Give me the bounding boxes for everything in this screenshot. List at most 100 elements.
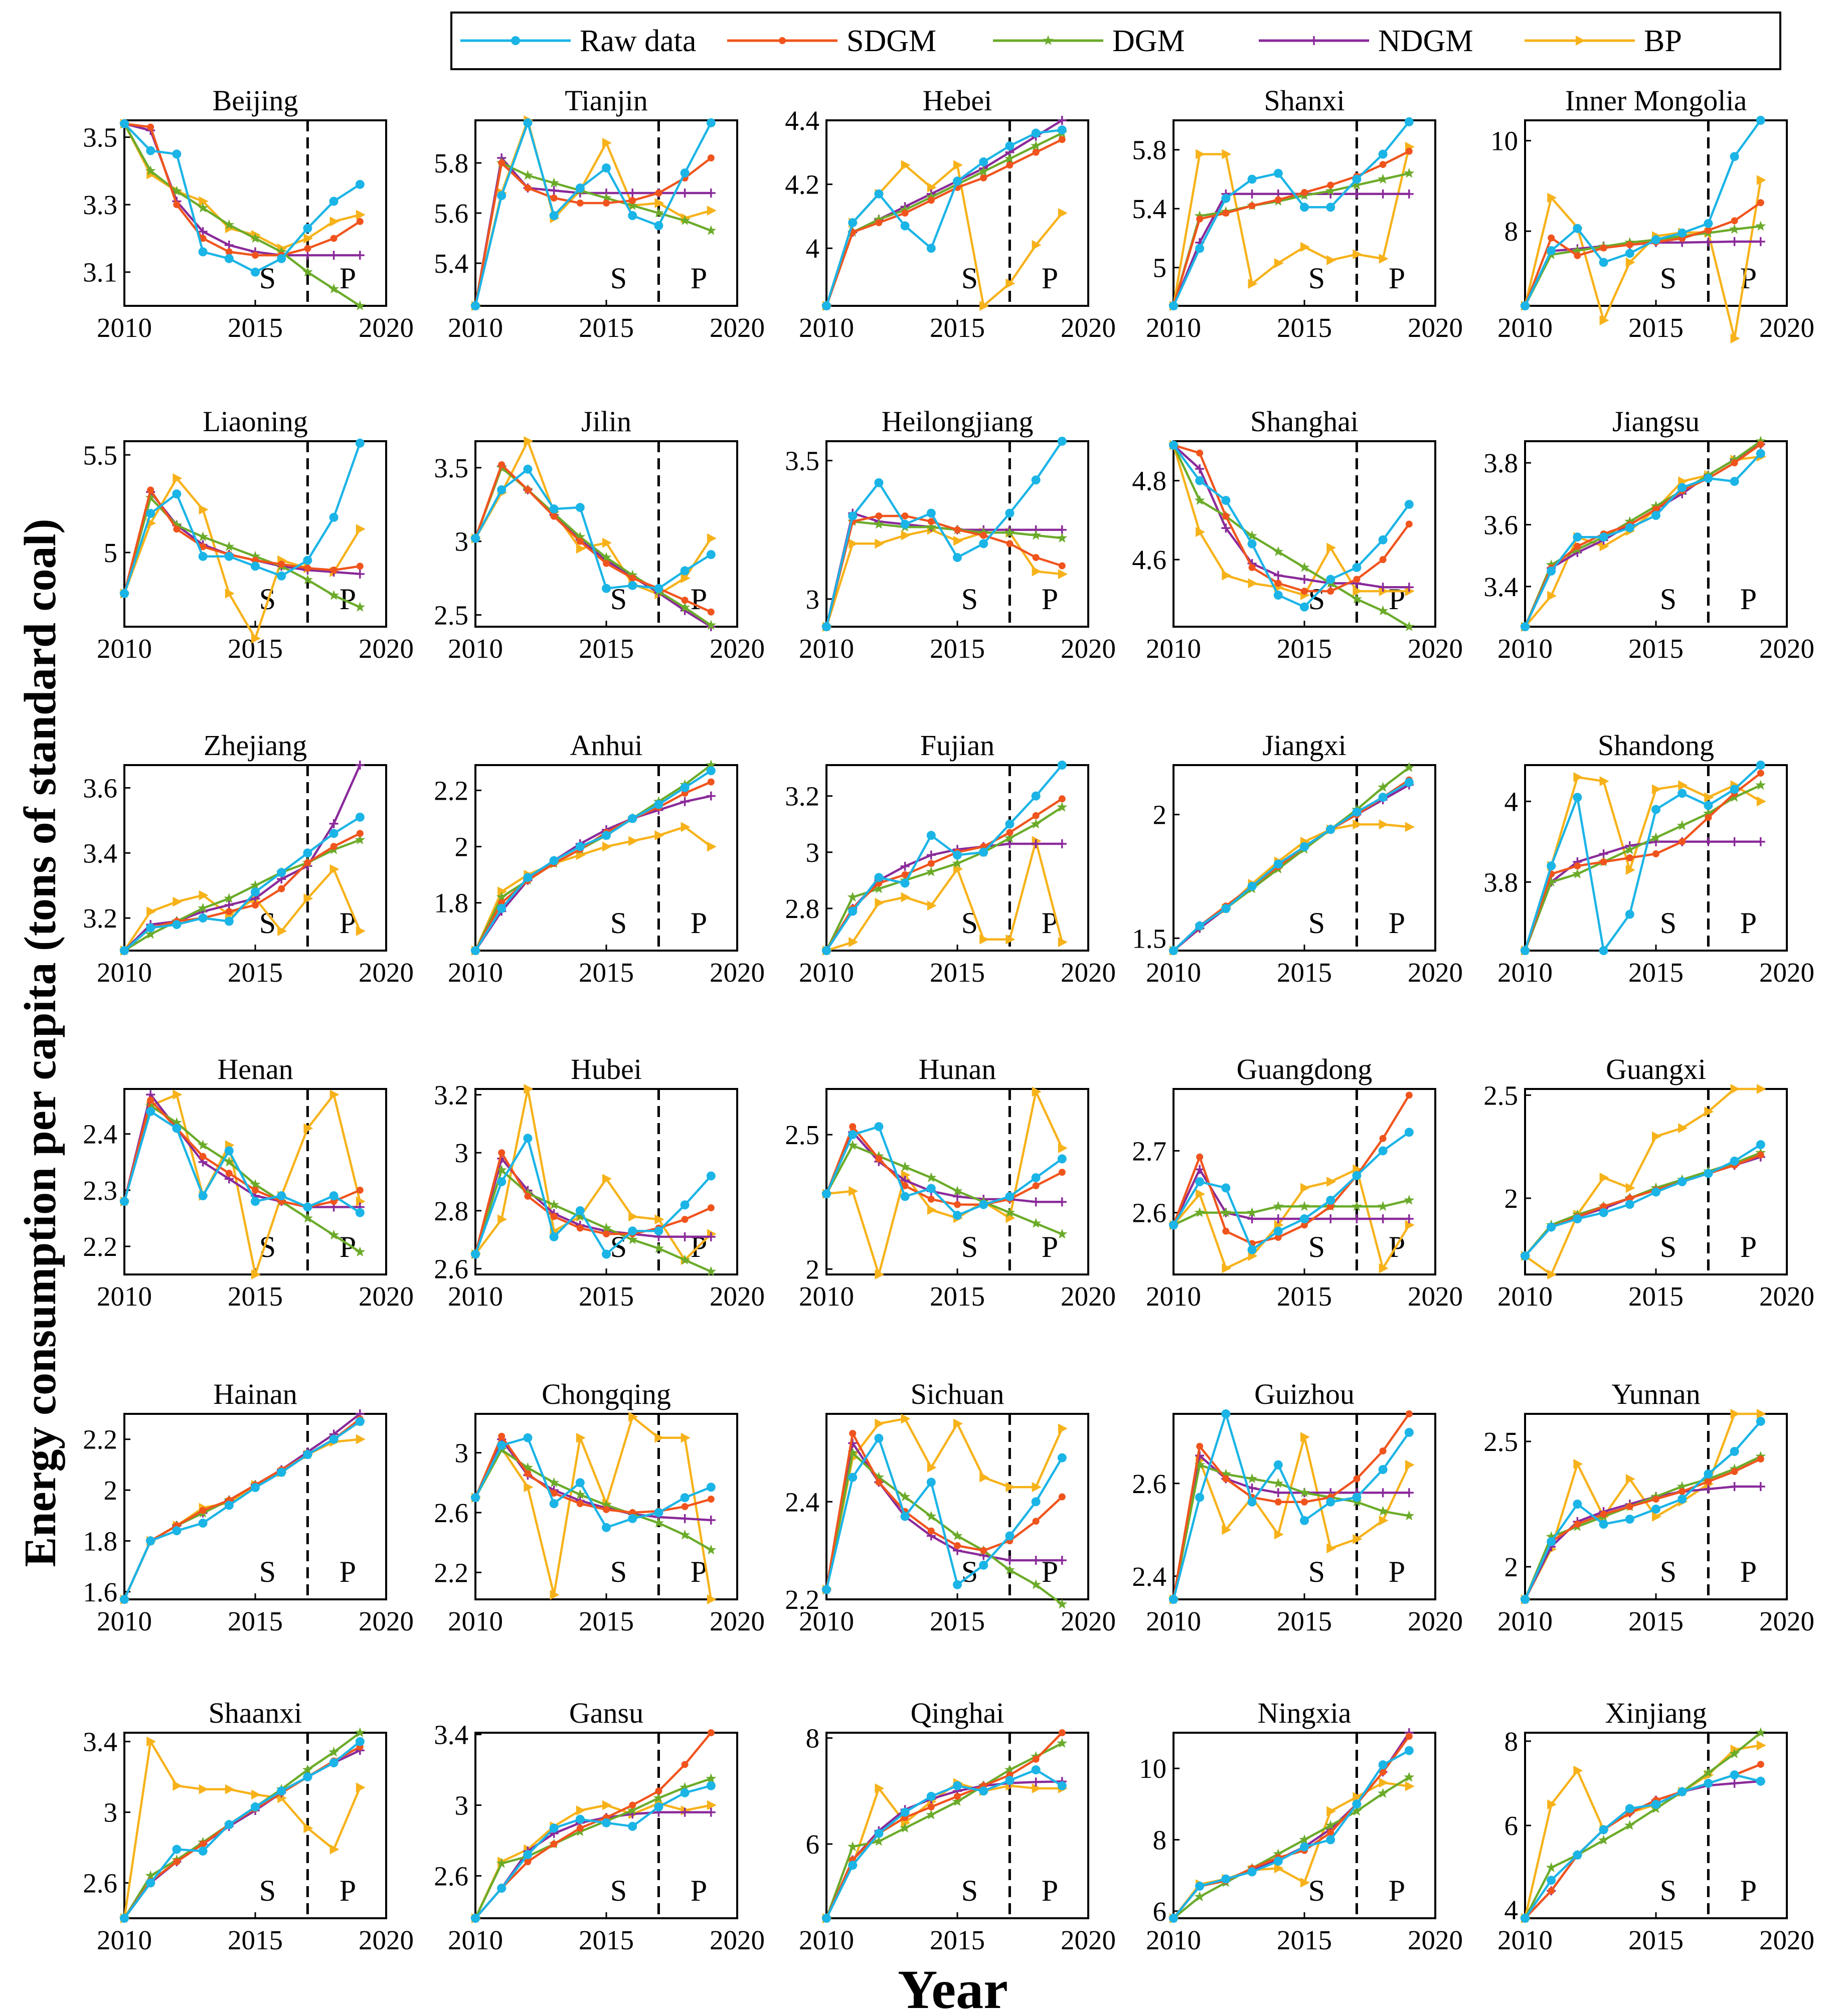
data-point-raw: [1221, 1874, 1231, 1884]
y-tick-label: 3.6: [1483, 510, 1518, 540]
data-point-raw: [1005, 819, 1015, 829]
series-line-ndgm: [825, 1442, 1062, 1590]
data-point-raw: [1573, 224, 1582, 233]
data-point-sdgm: [1574, 252, 1581, 259]
data-point-dgm: [706, 620, 717, 630]
segment-label: S: [1660, 1555, 1677, 1588]
series-line-dgm: [123, 839, 361, 952]
series-line-dgm: [1173, 1199, 1410, 1226]
series-line-raw: [825, 1125, 1063, 1217]
panel-frame: [474, 440, 738, 628]
x-tick-label: 2020: [1408, 957, 1463, 988]
data-point-bp: [576, 1805, 586, 1816]
data-point-bp: [1756, 1740, 1766, 1751]
data-point-raw: [654, 584, 663, 593]
series-line-dgm: [474, 1448, 712, 1551]
data-point-sdgm: [707, 608, 715, 616]
y-axis-title: Energy consumption per capita (tons of s…: [16, 519, 65, 1567]
data-point-raw: [953, 1580, 962, 1589]
data-point-sdgm: [1301, 1221, 1308, 1229]
data-point-bp: [1196, 1189, 1206, 1199]
y-tick-label: 3.1: [83, 257, 117, 288]
data-point-raw: [1195, 476, 1205, 485]
data-point-raw: [1625, 1200, 1634, 1209]
data-point-sdgm: [901, 512, 909, 520]
data-point-dgm: [680, 1254, 691, 1264]
data-point-sdgm: [875, 512, 883, 520]
panel-title: Zhejiang: [204, 729, 307, 762]
data-point-sdgm: [927, 1803, 935, 1810]
data-point-sdgm: [1626, 854, 1633, 861]
data-point-sdgm: [1679, 838, 1686, 845]
panel-beijing: Beijing 2010 2015 2020 3.1 3.3 3.5 S P: [83, 84, 414, 343]
data-point-raw: [523, 1134, 533, 1143]
data-point-sdgm: [1058, 562, 1066, 570]
series-line-bp: [826, 840, 1063, 952]
series-line-ndgm: [474, 795, 712, 952]
data-point-raw: [874, 189, 884, 199]
data-point-sdgm: [1274, 1498, 1282, 1506]
x-tick-label: 2010: [1497, 1925, 1553, 1955]
data-point-raw: [120, 119, 129, 128]
x-tick-label: 2015: [1628, 1606, 1684, 1636]
data-point-bp: [550, 1590, 560, 1600]
data-point-dgm: [952, 1530, 963, 1541]
data-point-sdgm: [550, 512, 558, 520]
data-point-bp: [602, 537, 612, 548]
data-point-raw: [900, 1192, 910, 1201]
data-point-raw: [953, 553, 962, 562]
data-point-raw: [979, 1200, 988, 1209]
data-point-bp: [628, 1211, 638, 1222]
data-point-raw: [120, 1595, 129, 1604]
series-line-dgm: [123, 123, 361, 307]
y-tick-label: 3.2: [434, 1080, 468, 1111]
data-point-ndgm: [1352, 189, 1362, 199]
panel-anhui: Anhui 2010 2015 2020 1.8 2 2.2 S P: [434, 729, 765, 988]
data-point-ndgm: [1221, 523, 1231, 533]
data-point-sdgm: [1405, 1410, 1413, 1417]
series-line-dgm: [1172, 1463, 1410, 1600]
data-point-dgm: [1247, 530, 1258, 540]
data-point-raw: [198, 1847, 208, 1856]
data-point-bp: [1756, 175, 1766, 186]
data-point-dgm: [1351, 593, 1362, 604]
data-point-dgm: [224, 219, 235, 230]
panel-yunnan: Yunnan 2010 2015 2020 2 2.5 S P: [1483, 1378, 1814, 1636]
series-line-sdgm: [123, 1099, 361, 1208]
segment-label: P: [340, 1874, 356, 1907]
data-point-sdgm: [1301, 189, 1308, 196]
segment-label: S: [961, 583, 978, 616]
data-point-raw: [172, 1124, 182, 1133]
data-point-sdgm: [707, 778, 715, 786]
data-point-raw: [602, 831, 611, 840]
y-tick-label: 2: [806, 1254, 820, 1285]
data-point-bp: [1730, 333, 1740, 343]
data-point-dgm: [1247, 1207, 1258, 1217]
panel-zhejiang: Zhejiang 2010 2015 2020 3.2 3.4 3.6 S P: [83, 729, 414, 988]
data-point-sdgm: [927, 860, 935, 867]
series-line-bp: [1524, 1087, 1761, 1276]
data-point-dgm: [1729, 1748, 1740, 1758]
data-point-bp: [707, 841, 717, 852]
data-point-dgm: [1755, 436, 1766, 446]
panel-frame: [474, 764, 738, 952]
data-point-sdgm: [1196, 215, 1204, 223]
data-point-dgm: [549, 1199, 560, 1210]
data-point-sdgm: [550, 195, 558, 202]
data-point-bp: [524, 1084, 534, 1094]
data-point-raw: [1730, 1447, 1739, 1456]
data-point-raw: [979, 1786, 988, 1796]
panel-frame: [123, 1732, 387, 1919]
data-point-ndgm: [1730, 1778, 1739, 1788]
data-point-sdgm: [550, 1490, 558, 1497]
data-point-raw: [848, 1130, 858, 1140]
data-point-raw: [628, 211, 637, 220]
data-point-raw: [900, 1807, 910, 1817]
data-point-sdgm: [1705, 227, 1712, 234]
x-tick-label: 2015: [1277, 957, 1332, 988]
data-point-dgm: [1378, 1506, 1389, 1516]
data-point-bp: [654, 1214, 664, 1225]
y-tick-label: 2.5: [434, 600, 468, 631]
data-point-raw: [953, 176, 962, 186]
data-point-dgm: [952, 858, 963, 868]
